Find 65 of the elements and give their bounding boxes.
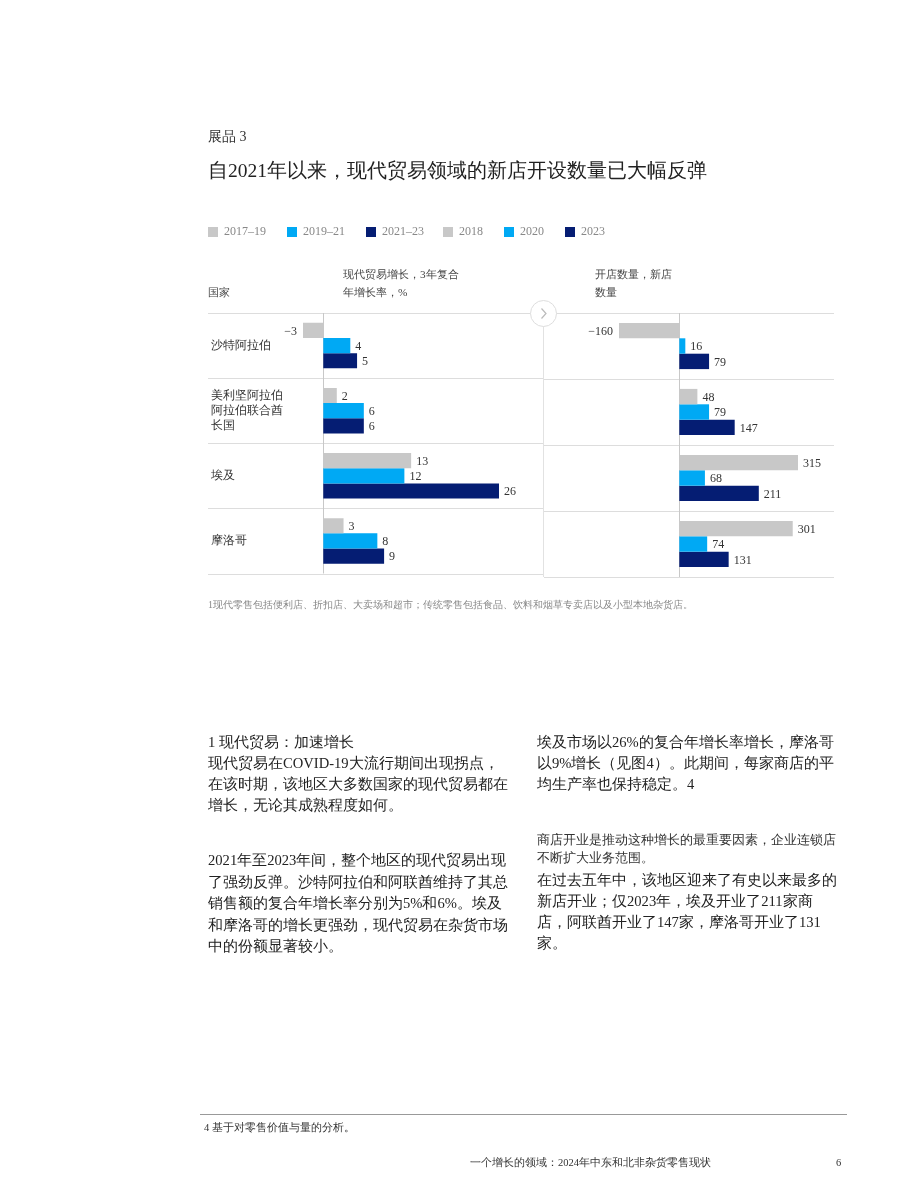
legend-label: 2023 xyxy=(581,224,605,239)
data-label: 4 xyxy=(355,338,362,353)
text: 埃及市场以26%的复合年增长率增长，摩洛哥以9%增长（见图4）。此期间，每家商店的平均生产率也保持稳定。4 xyxy=(537,733,835,794)
text: 1现代零售包括便利店、折扣店、大卖场和超市；传统零售包括食品、饮料和烟草专卖店以及小型本地杂货店。 xyxy=(208,598,694,612)
text: 一个增长的领域：2024年中东和北非杂货零售现状 xyxy=(470,1156,712,1170)
data-label: 8 xyxy=(382,534,389,549)
text: 6 xyxy=(836,1156,843,1170)
legend-label: 2021–23 xyxy=(382,224,424,239)
text: 现代贸易在COVID-19大流行期间出现拐点，在该时期，该地区大多数国家的现代贸易都在增长，无论其成熟程度如何。 xyxy=(208,754,508,815)
data-label: 68 xyxy=(709,471,722,486)
data-label: −160 xyxy=(588,323,613,338)
bar xyxy=(323,468,405,484)
text: 商店开业是推动这种增长的最重要因素，企业连锁店不断扩大业务范围。 xyxy=(537,832,837,867)
text: 4 基于对零售价值与量的分析。 xyxy=(200,1114,847,1135)
bar xyxy=(323,483,499,499)
bar xyxy=(323,533,378,549)
bar xyxy=(679,353,710,370)
bar xyxy=(679,536,708,552)
y-tick-label: 埃及 xyxy=(210,467,235,482)
data-label: 48 xyxy=(702,389,715,404)
data-label: 131 xyxy=(733,552,752,567)
data-label: 315 xyxy=(803,455,821,470)
bar xyxy=(323,548,385,564)
y-tick-label: 摩洛哥 xyxy=(211,533,247,548)
bar xyxy=(679,338,686,354)
bar xyxy=(679,404,710,420)
data-label: 13 xyxy=(416,453,429,468)
bar xyxy=(323,403,364,419)
bar xyxy=(679,485,759,502)
bar xyxy=(679,470,705,486)
y-tick-label: 沙特阿拉伯 xyxy=(211,337,271,352)
bar xyxy=(323,353,358,369)
bar xyxy=(323,418,364,434)
data-label: 147 xyxy=(739,420,758,435)
legend-label: 2017–19 xyxy=(224,224,266,239)
y-axis-title: 国家 xyxy=(208,285,230,300)
text: 2021年至2023年间，整个地区的现代贸易出现了强劲反弹。沙特阿拉伯和阿联酋维持了其总销售额的复合年增长率分别为5%和6%。埃及和摩洛哥的增长更强劲，现代贸易在杂货市场中的份额显著较小。 xyxy=(208,851,508,956)
y-tick-label: 美利坚阿拉伯阿拉伯联合酋长国 xyxy=(211,387,283,432)
data-label: 2 xyxy=(341,388,348,403)
bar xyxy=(679,419,735,436)
legend-label: 2018 xyxy=(459,224,483,239)
data-label: 16 xyxy=(690,339,703,354)
data-label: 6 xyxy=(368,403,375,418)
chart-title: 自2021年以来，现代贸易领域的新店开设数量已大幅反弹 xyxy=(208,159,707,183)
data-label: 211 xyxy=(763,486,782,501)
chart-subtitle: 展品 3 xyxy=(208,128,247,146)
data-label: 6 xyxy=(368,419,375,434)
data-label: 301 xyxy=(797,521,816,536)
data-label: 5 xyxy=(362,353,369,368)
data-label: 12 xyxy=(409,468,422,483)
text: 在过去五年中，该地区迎来了有史以来最多的新店开业；仅2023年，埃及开业了211家商店，阿联酋开业了147家，摩洛哥开业了131家。 xyxy=(537,871,838,953)
data-label: 79 xyxy=(714,405,727,420)
data-label: −3 xyxy=(284,323,297,338)
x-axis-title: 现代贸易增长，3年复合年增长率，% xyxy=(343,267,460,300)
data-label: 9 xyxy=(389,549,396,564)
legend-label: 2020 xyxy=(520,224,544,239)
x-axis-title: 开店数量，新店数量 xyxy=(595,267,673,300)
bar xyxy=(679,551,729,568)
data-label: 74 xyxy=(712,537,725,552)
data-label: 79 xyxy=(714,354,727,369)
legend-label: 2019–21 xyxy=(303,224,345,239)
bar xyxy=(323,337,351,354)
text: 1 现代贸易：加速增长 xyxy=(208,733,355,752)
data-label: 3 xyxy=(348,518,355,533)
data-label: 26 xyxy=(504,484,516,499)
